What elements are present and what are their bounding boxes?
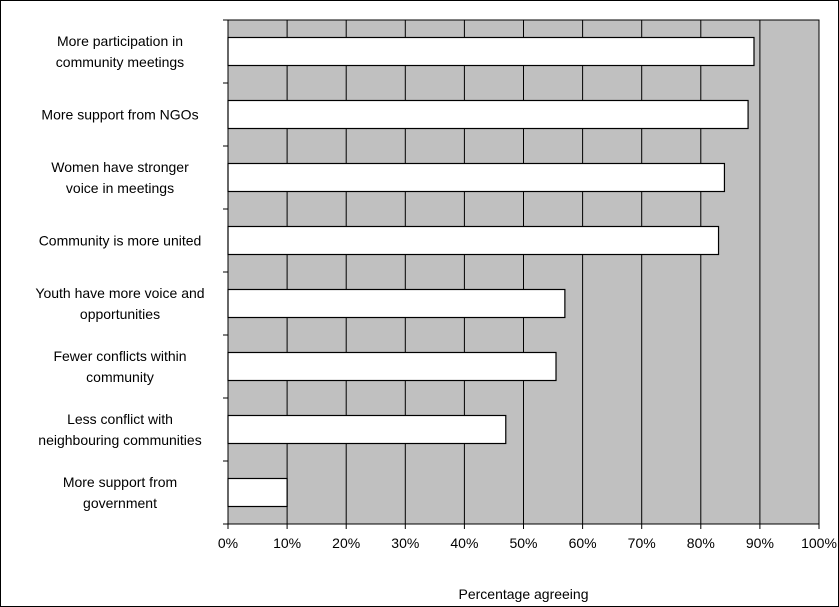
category-label-line: More support from xyxy=(63,474,177,490)
category-label: More participation in community meetings xyxy=(56,33,184,70)
bar xyxy=(227,414,507,445)
bar xyxy=(227,288,566,319)
category-label-line: Youth have more voice and xyxy=(35,285,204,301)
x-axis-title: Percentage agreeing xyxy=(459,586,589,602)
x-axis-ticks: 0% 10% 20% 30% 40% 50% 60% 70% 80% 90% 100% xyxy=(218,524,837,551)
category-label: More support from NGOs xyxy=(41,107,198,123)
category-label-line: voice in meetings xyxy=(66,180,174,196)
x-tick-label: 100% xyxy=(801,535,837,551)
category-label: Less conflict with neighbouring communiti… xyxy=(38,411,201,448)
category-label-line: More support from NGOs xyxy=(41,107,198,123)
category-label-line: Community is more united xyxy=(39,233,202,249)
x-tick-label: 80% xyxy=(687,535,715,551)
category-label-line: community xyxy=(86,369,154,385)
bar xyxy=(227,225,720,256)
bar xyxy=(227,162,726,193)
category-label: Youth have more voice and opportunities xyxy=(35,285,204,322)
x-tick-label: 50% xyxy=(509,535,537,551)
category-label-line: opportunities xyxy=(80,306,160,322)
x-tick-label: 70% xyxy=(628,535,656,551)
x-tick-label: 90% xyxy=(746,535,774,551)
y-axis-ticks xyxy=(223,19,228,525)
x-tick-label: 20% xyxy=(332,535,360,551)
category-label-line: community meetings xyxy=(56,54,184,70)
x-tick-label: 60% xyxy=(569,535,597,551)
category-label-line: Women have stronger xyxy=(51,159,189,175)
category-label: More support from government xyxy=(63,474,177,511)
category-label: Community is more united xyxy=(39,233,202,249)
category-labels: More participation in community meetingsM… xyxy=(35,33,204,511)
category-label-line: neighbouring communities xyxy=(38,432,201,448)
bar xyxy=(227,99,749,130)
category-label: Women have stronger voice in meetings xyxy=(51,159,189,196)
category-label-line: More participation in xyxy=(57,33,183,49)
category-label-line: Fewer conflicts within xyxy=(53,348,186,364)
x-tick-label: 30% xyxy=(391,535,419,551)
x-tick-label: 40% xyxy=(450,535,478,551)
category-label: Fewer conflicts within community xyxy=(53,348,186,385)
category-label-line: government xyxy=(83,495,157,511)
bar xyxy=(227,36,755,67)
category-label-line: Less conflict with xyxy=(67,411,173,427)
bar xyxy=(227,351,557,382)
bars xyxy=(227,36,755,508)
x-tick-label: 0% xyxy=(218,535,238,551)
x-tick-label: 10% xyxy=(273,535,301,551)
bar xyxy=(227,477,288,508)
